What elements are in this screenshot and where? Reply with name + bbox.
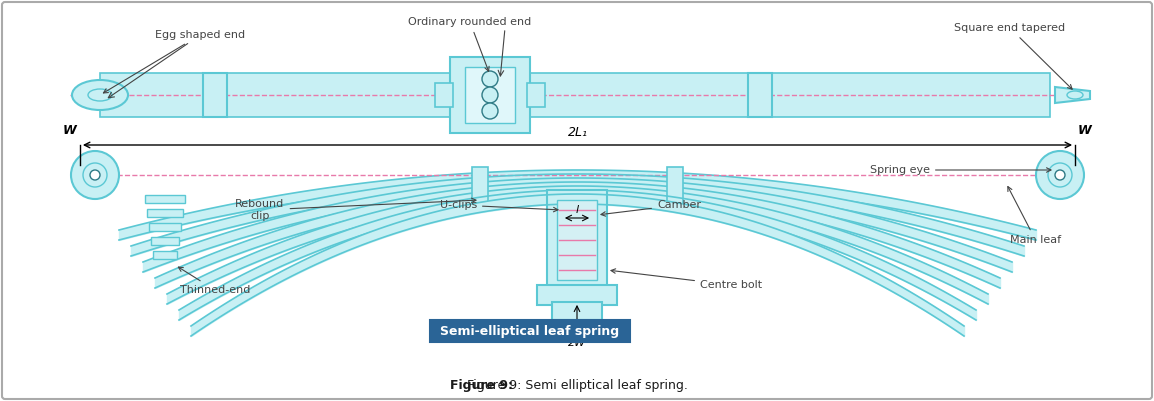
Bar [203, 73, 227, 117]
Circle shape [90, 170, 100, 180]
Ellipse shape [1067, 91, 1082, 99]
Text: W: W [1078, 124, 1092, 136]
Text: l: l [576, 205, 578, 215]
Polygon shape [1055, 87, 1091, 103]
Text: Ordinary rounded end: Ordinary rounded end [409, 17, 532, 71]
Bar [100, 73, 1050, 117]
Bar [153, 251, 177, 259]
Bar [465, 67, 515, 123]
Ellipse shape [482, 71, 499, 87]
Text: Rebound
clip: Rebound clip [235, 198, 475, 221]
Bar [145, 195, 185, 203]
Text: Square end tapered: Square end tapered [954, 23, 1072, 89]
Circle shape [72, 151, 119, 199]
Ellipse shape [72, 80, 128, 110]
Ellipse shape [482, 87, 499, 103]
Bar [149, 223, 181, 231]
Circle shape [1048, 163, 1072, 187]
Bar [537, 285, 617, 305]
Text: 2L₁: 2L₁ [568, 126, 587, 139]
Text: Centre bolt: Centre bolt [610, 269, 762, 290]
Bar [527, 83, 545, 107]
Text: U-clips: U-clips [440, 200, 559, 212]
Bar [557, 200, 597, 280]
Bar [552, 302, 602, 320]
Bar [472, 167, 488, 207]
Bar [430, 320, 630, 342]
Ellipse shape [482, 103, 499, 119]
Bar [547, 190, 607, 290]
Ellipse shape [88, 89, 112, 101]
Circle shape [1036, 151, 1084, 199]
Text: 2W: 2W [568, 338, 586, 348]
Bar [147, 209, 183, 217]
Bar [748, 73, 772, 117]
Bar [450, 57, 530, 133]
Text: Main leaf: Main leaf [1007, 186, 1062, 245]
Circle shape [1055, 170, 1065, 180]
Text: W: W [63, 124, 77, 136]
Text: Semi-elliptical leaf spring: Semi-elliptical leaf spring [441, 324, 620, 338]
Text: Figure 9: Semi elliptical leaf spring.: Figure 9: Semi elliptical leaf spring. [466, 379, 688, 391]
Text: Thinned-end: Thinned-end [179, 267, 250, 295]
Text: Camber: Camber [601, 200, 700, 216]
Circle shape [83, 163, 107, 187]
Bar [435, 83, 454, 107]
Text: Egg shaped end: Egg shaped end [104, 30, 245, 93]
Text: Spring eye: Spring eye [870, 165, 1051, 175]
Text: Figure 9:: Figure 9: [450, 379, 514, 391]
Bar [151, 237, 179, 245]
Bar [667, 167, 683, 207]
